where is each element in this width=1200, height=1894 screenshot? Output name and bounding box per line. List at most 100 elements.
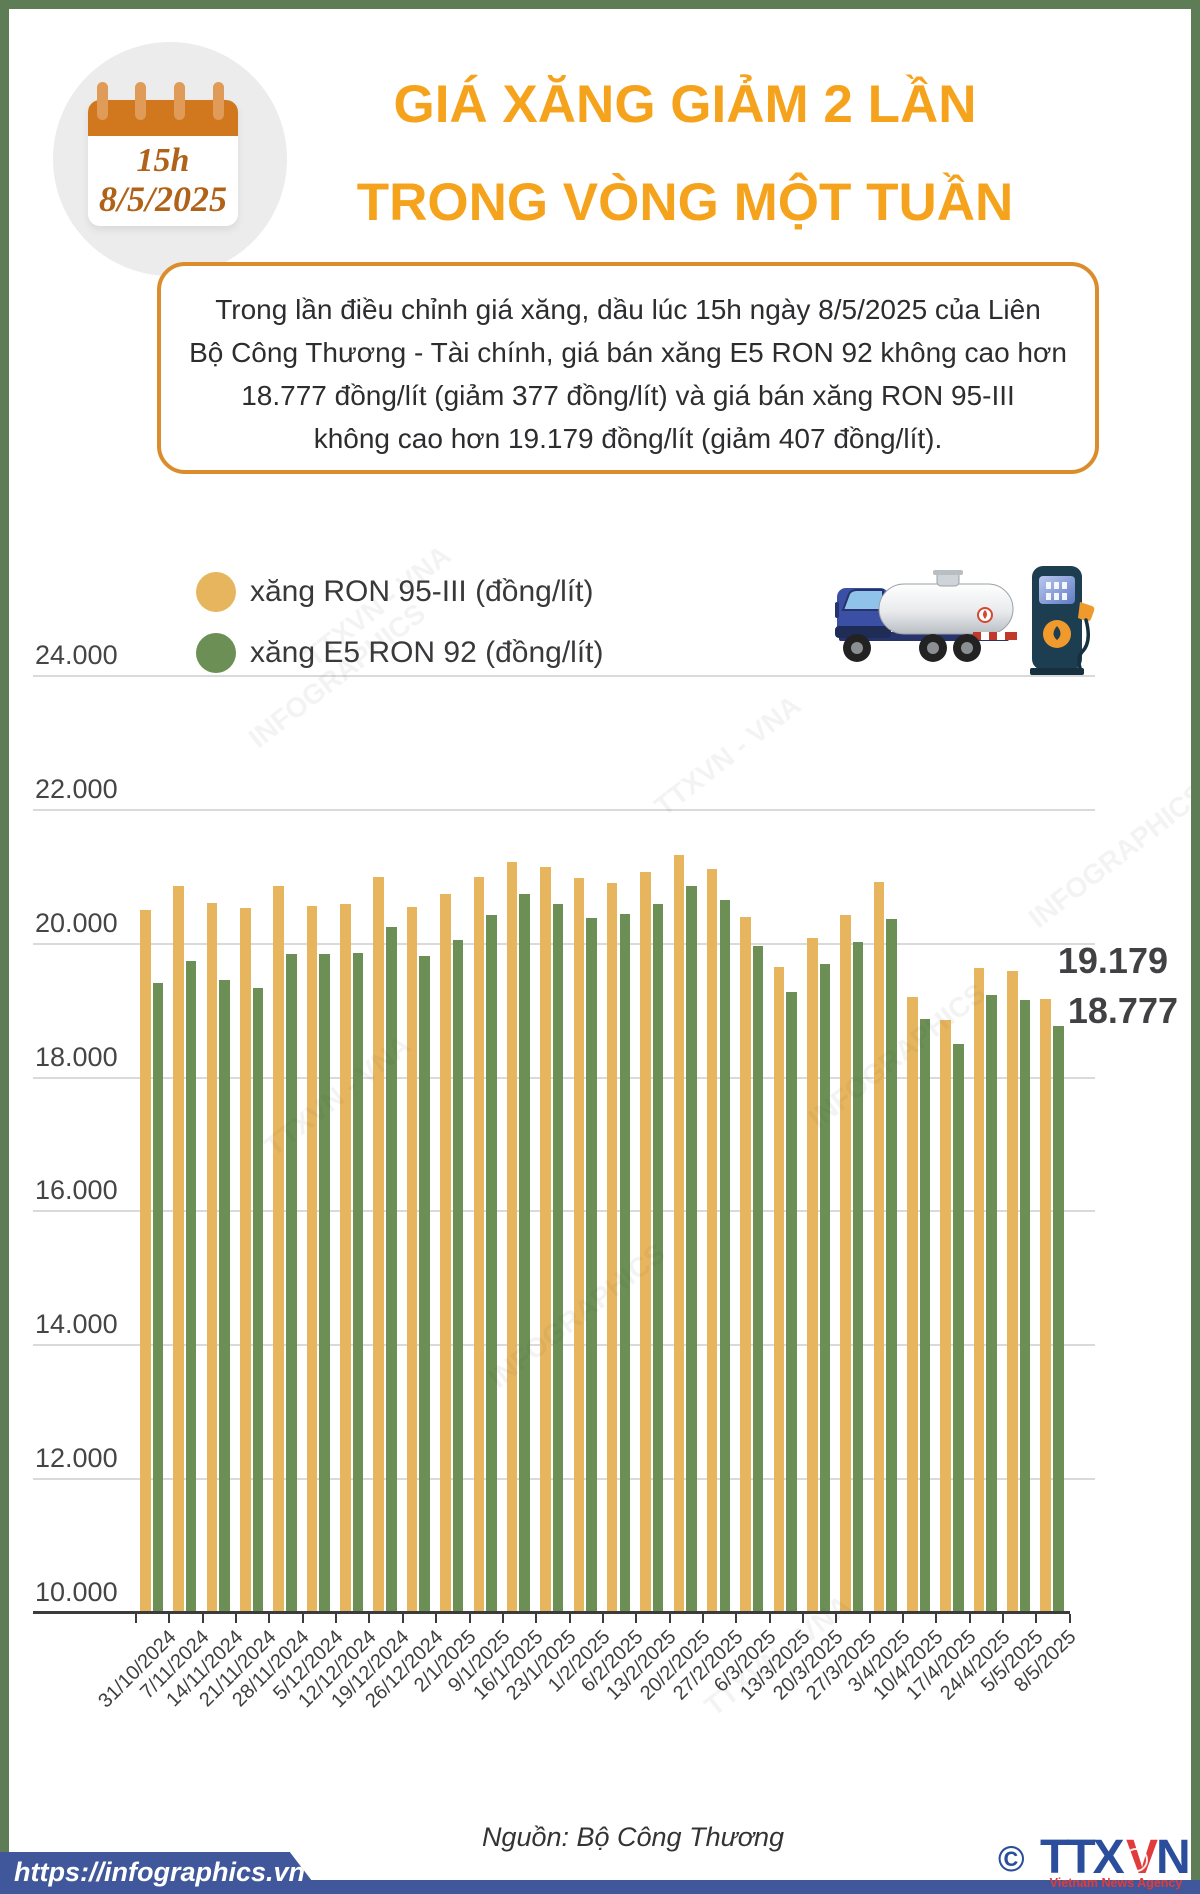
x-axis-tick: [935, 1614, 938, 1623]
x-axis-tick: [902, 1614, 905, 1623]
ttxvn-logo: © TTX V N Vietnam News Agency: [998, 1830, 1194, 1890]
bar-e5: [1053, 1025, 1064, 1613]
bar-ron95: [606, 882, 618, 1613]
gridline: [33, 808, 1095, 811]
bar-ron95: [573, 877, 585, 1613]
gridline: [33, 1344, 1095, 1347]
y-axis-label: 20.000: [35, 907, 118, 938]
x-axis-tick: [835, 1614, 838, 1623]
bar-e5: [619, 914, 630, 1613]
bar-ron95: [873, 882, 885, 1613]
bar-ron95: [840, 915, 851, 1613]
bar-e5: [852, 941, 864, 1613]
page-title-line2: TRONG VÒNG MỘT TUẦN: [356, 173, 1014, 232]
bar-e5: [819, 964, 831, 1613]
bar-e5: [185, 960, 197, 1613]
bar-e5: [486, 914, 497, 1613]
calendar-ring-icon: [97, 82, 108, 120]
y-axis-label: 14.000: [35, 1309, 118, 1340]
x-axis-tick: [768, 1614, 771, 1623]
summary-box: Trong lần điều chỉnh giá xăng, dầu lúc 1…: [157, 262, 1099, 474]
bar-ron95: [807, 937, 818, 1613]
y-axis-label: 18.000: [35, 1041, 118, 1072]
bar-ron95: [907, 996, 918, 1613]
legend-label-e5: xăng E5 RON 92 (đồng/lít): [250, 636, 604, 669]
y-axis-label: 12.000: [35, 1443, 118, 1474]
legend-item-e5: xăng E5 RON 92 (đồng/lít): [196, 633, 604, 673]
bar-ron95: [973, 967, 985, 1613]
summary-line: 18.777 đồng/lít (giảm 377 đồng/lít) và g…: [241, 380, 1015, 411]
footer-url-tab: https://infographics.vn: [0, 1852, 322, 1894]
x-axis-tick: [135, 1614, 137, 1623]
annotation-ron95-latest: 19.179: [1057, 940, 1168, 981]
gridline: [33, 1210, 1095, 1213]
x-axis-tick: [568, 1614, 571, 1623]
x-axis-tick: [868, 1614, 871, 1623]
bar-ron95: [640, 871, 651, 1613]
calendar-ring-icon: [174, 82, 185, 120]
y-axis-label: 22.000: [35, 773, 118, 804]
x-axis-tick: [535, 1614, 538, 1623]
bar-e5: [319, 954, 330, 1613]
x-axis-tick: [235, 1614, 238, 1623]
bar-e5: [752, 946, 764, 1613]
y-axis-label: 10.000: [35, 1577, 118, 1607]
x-axis-tick: [635, 1614, 638, 1623]
gridline: [33, 942, 1095, 945]
watermark-text: TTXVN - VNA: [648, 689, 807, 822]
bar-e5: [953, 1044, 964, 1613]
gridline: [33, 1076, 1095, 1079]
x-axis-tick: [268, 1614, 271, 1623]
x-axis-tick: [401, 1614, 404, 1623]
bar-e5: [786, 991, 797, 1613]
bar-e5: [686, 886, 697, 1613]
bar-e5: [419, 955, 430, 1613]
page-title: GIÁ XĂNG GIẢM 2 LẦN TRONG VÒNG MỘT TUẦN: [290, 56, 1080, 252]
annotation-e5-latest: 18.777: [1067, 990, 1178, 1031]
bar-e5: [519, 893, 530, 1613]
x-axis-tick: [601, 1614, 604, 1623]
bar-ron95: [340, 903, 351, 1613]
bar-e5: [452, 939, 464, 1613]
x-axis-tick: [1002, 1614, 1005, 1623]
bar-e5: [719, 899, 731, 1613]
logo-ttx: TTX: [1040, 1831, 1125, 1884]
bar-ron95: [306, 906, 318, 1613]
calendar-ring-icon: [135, 82, 146, 120]
bar-ron95: [1007, 971, 1018, 1613]
legend-swatch-e5: [196, 633, 236, 673]
y-axis-label: 24.000: [35, 640, 118, 670]
globe-icon: [1124, 1848, 1148, 1872]
page-title-line1: GIÁ XĂNG GIẢM 2 LẦN: [393, 75, 977, 134]
legend-swatch-ron95: [196, 572, 236, 612]
bar-e5: [886, 918, 897, 1613]
bar-e5: [919, 1018, 931, 1613]
gridline: [33, 675, 1095, 677]
bar-ron95: [506, 862, 518, 1613]
x-axis-tick: [468, 1614, 471, 1623]
calendar-ring-icon: [213, 82, 224, 120]
bar-ron95: [673, 854, 685, 1613]
bar-ron95: [740, 916, 751, 1613]
bar-e5: [552, 904, 564, 1613]
x-axis-line: [33, 1611, 1070, 1614]
calendar-time: 15h: [136, 142, 190, 179]
footer-url[interactable]: https://infographics.vn: [14, 1857, 306, 1887]
bar-e5: [219, 980, 230, 1613]
bar-ron95: [406, 907, 418, 1613]
x-axis-tick: [168, 1614, 171, 1623]
x-axis-tick: [968, 1614, 971, 1623]
source-note: Nguồn: Bộ Công Thương: [481, 1822, 785, 1852]
bar-ron95: [140, 910, 151, 1613]
tanker-truck-icon: [833, 558, 1021, 666]
bar-ron95: [206, 903, 218, 1613]
bar-e5: [152, 983, 164, 1613]
gridline: [33, 1478, 1095, 1481]
bar-e5: [386, 927, 397, 1613]
bar-ron95: [173, 886, 184, 1613]
x-axis-tick: [1035, 1614, 1038, 1623]
x-axis-tick: [435, 1614, 438, 1623]
x-axis-tick: [735, 1614, 738, 1623]
bar-e5: [252, 987, 264, 1613]
bar-ron95: [473, 876, 484, 1613]
